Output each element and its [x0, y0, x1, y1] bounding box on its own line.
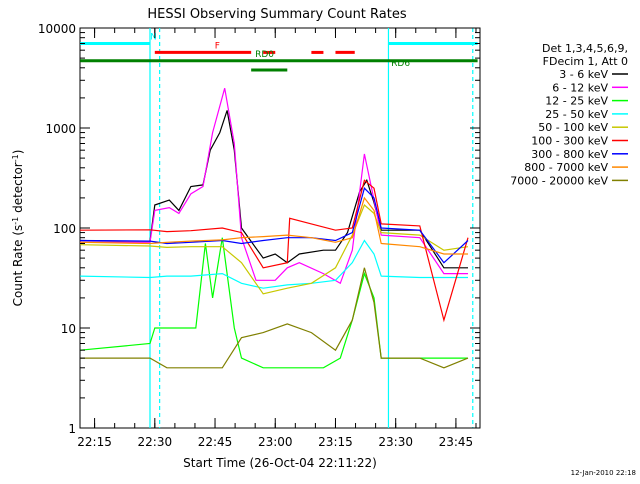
footer-date: 12-Jan-2010 22:18	[571, 469, 636, 477]
legend-label-8: 7000 - 20000 keV	[510, 174, 608, 187]
legend-label-5: 100 - 300 keV	[531, 135, 608, 148]
legend-header-line-1: Det 1,3,4,5,6,9,	[542, 42, 628, 55]
series-group	[80, 88, 469, 369]
axes: 1 10 100 1000 10000 22:15 22:30 22:45 23:00 23:15…	[38, 22, 480, 449]
y-tick-label: 1	[68, 422, 76, 436]
y-axis-label-end: )	[11, 150, 25, 155]
series-line-1	[80, 88, 468, 285]
y-axis-label-main: Count Rate (s	[11, 225, 25, 307]
y-tick-label: 10000	[38, 22, 76, 36]
y-axis-label-sup1: -1	[11, 217, 20, 225]
series-line-4	[80, 203, 469, 295]
legend-header-line-2: FDecim 1, Att 0	[543, 55, 628, 68]
x-axis-label: Start Time (26-Oct-04 22:11:22)	[183, 456, 377, 470]
chart-title: HESSI Observing Summary Count Rates	[147, 7, 406, 22]
y-tick-label: 10	[61, 322, 76, 336]
y-axis-label: Count Rate (s-1 detector-1)	[11, 150, 25, 307]
series-line-7	[80, 196, 468, 255]
flag-label-RD0: RD0	[255, 50, 274, 60]
x-tick-label: 22:30	[138, 435, 173, 449]
x-tick-label: 23:45	[439, 435, 474, 449]
legend-label-1: 6 - 12 keV	[552, 81, 608, 94]
flag-label-F: F	[215, 41, 220, 51]
x-tick-label: 23:00	[258, 435, 293, 449]
y-tick-label: 100	[53, 222, 76, 236]
x-tick-label: 22:45	[198, 435, 233, 449]
flag-bars: N F RD0 RD6	[80, 32, 478, 72]
legend: Det 1,3,4,5,6,9, FDecim 1, Att 0 3 - 6 k…	[510, 42, 628, 187]
legend-label-4: 50 - 100 keV	[538, 121, 608, 134]
y-axis-label-mid: detector	[11, 162, 25, 217]
legend-label-6: 300 - 800 keV	[531, 148, 608, 161]
x-tick-label: 23:15	[318, 435, 353, 449]
flag-label-N: N	[150, 32, 157, 42]
legend-label-7: 800 - 7000 keV	[524, 161, 608, 174]
series-line-5	[80, 179, 469, 323]
flag-label-RD6: RD6	[391, 59, 410, 69]
legend-label-2: 12 - 25 keV	[545, 95, 608, 108]
series-line-8	[80, 267, 469, 369]
legend-label-0: 3 - 6 keV	[559, 68, 608, 81]
series-line-2	[80, 237, 468, 369]
y-axis-label-sup2: -1	[11, 154, 20, 162]
series-lines	[80, 88, 469, 369]
x-tick-label: 22:15	[77, 435, 112, 449]
y-tick-label: 1000	[45, 122, 76, 136]
legend-label-3: 25 - 50 keV	[545, 108, 608, 121]
x-tick-label: 23:30	[378, 435, 413, 449]
